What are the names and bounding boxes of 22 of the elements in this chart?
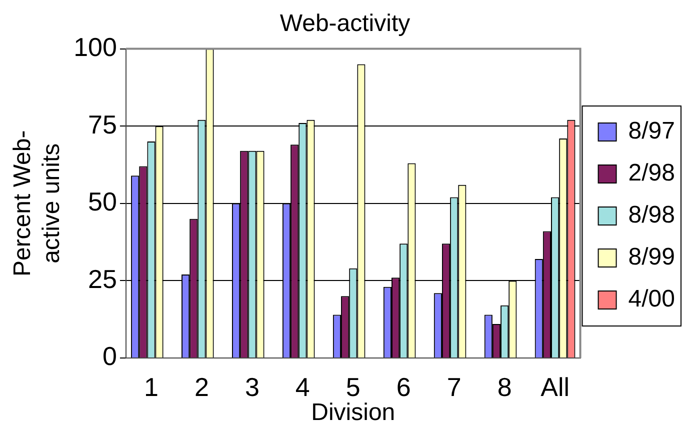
x-tick-label: 5 [346, 372, 360, 402]
legend-label: 8/98 [628, 202, 676, 229]
y-tick-label: 75 [88, 109, 117, 140]
legend-label: 8/99 [628, 244, 676, 271]
x-tick-label: 4 [295, 372, 310, 402]
x-tick-label: 7 [446, 372, 462, 402]
x-tick-label: 8 [497, 372, 512, 402]
x-tick-label: 3 [244, 372, 260, 402]
x-tick-label: 6 [396, 372, 411, 402]
legend-label: 8/97 [628, 118, 676, 145]
x-tick-label: 2 [194, 372, 209, 402]
legend-label: 2/98 [628, 160, 676, 187]
chart-title: Web-activity [280, 10, 410, 38]
y-tick-label: 0 [102, 341, 117, 372]
y-tick-label: 25 [88, 264, 117, 294]
y-tick-label: 50 [88, 186, 117, 217]
y-axis-title: Percent Web-active units [9, 130, 65, 277]
y-tick-label: 100 [74, 32, 117, 62]
x-tick-label: All [540, 372, 570, 402]
legend-label: 4/00 [628, 286, 676, 313]
x-axis-title: Division [311, 399, 396, 426]
x-tick-label: 1 [144, 372, 158, 402]
